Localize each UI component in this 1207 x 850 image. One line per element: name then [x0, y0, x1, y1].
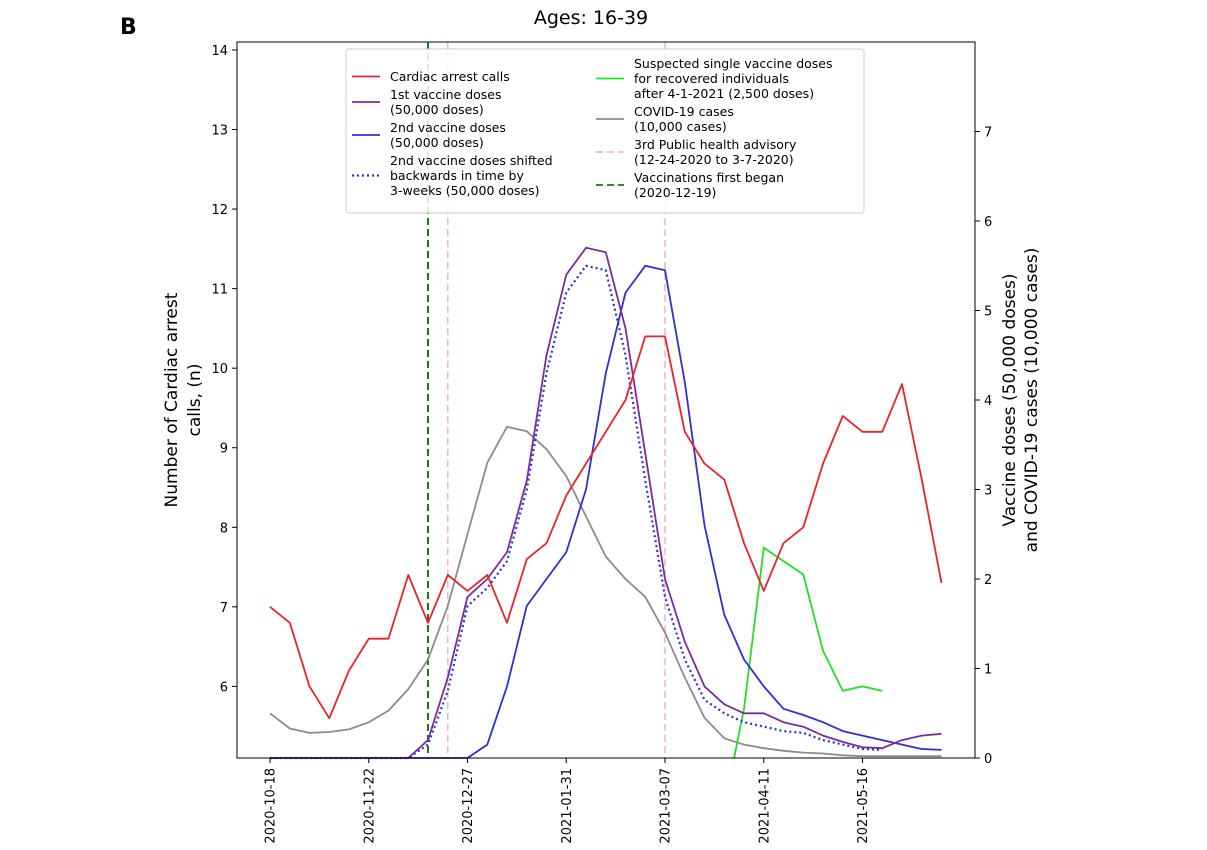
left-tick-label-7: 13 [211, 124, 228, 139]
legend-label-3-2: 3-weeks (50,000 doses) [390, 183, 540, 198]
panel-label: B [120, 15, 137, 40]
right-tick-label-5: 5 [984, 305, 992, 320]
chart-title: Ages: 16-39 [534, 7, 648, 29]
series-line-1 [270, 246, 942, 759]
left-tick-label-1: 7 [220, 601, 228, 616]
left-y-axis-label: Number of Cardiac arrest calls, (n) [162, 292, 205, 507]
legend-label-3-1: backwards in time by [390, 168, 524, 183]
legend-label-7-0: Vaccinations first began [634, 170, 784, 185]
right-y-label-line-0: Vaccine doses (50,000 doses) [1000, 273, 1020, 526]
x-tick-label-0: 2020-10-18 [264, 768, 279, 844]
right-y-axis: 0 1 2 3 4 5 6 7 [975, 126, 992, 767]
right-tick-label-1: 1 [984, 663, 992, 678]
left-tick-label-6: 12 [211, 203, 228, 218]
legend-label-4-2: after 4-1-2021 (2,500 doses) [634, 86, 814, 101]
x-tick-label-5: 2021-04-11 [757, 768, 772, 844]
series-line-5 [269, 425, 942, 758]
right-y-axis-label: Vaccine doses (50,000 doses) and COVID-19… [1000, 248, 1042, 553]
x-axis: 2020-10-18 2020-11-22 2020-12-27 2021-01-31… [264, 758, 871, 844]
series-line-4 [733, 546, 883, 759]
x-tick-label-3: 2021-01-31 [560, 768, 575, 844]
x-tick-label-2: 2020-12-27 [461, 768, 476, 844]
right-tick-label-4: 4 [984, 394, 992, 409]
legend-label-0-0: Cardiac arrest calls [390, 69, 510, 84]
left-tick-label-0: 6 [220, 680, 228, 695]
legend-label-6-1: (12-24-2020 to 3-7-2020) [634, 152, 794, 167]
legend-label-7-1: (2020-12-19) [634, 185, 716, 200]
left-y-axis: 6 7 8 9 10 11 12 13 14 [211, 44, 237, 695]
series-line-0 [269, 335, 943, 720]
legend-label-3-0: 2nd vaccine doses shifted [390, 153, 553, 168]
right-tick-label-2: 2 [984, 573, 992, 588]
x-tick-label-4: 2021-03-07 [659, 768, 674, 844]
left-y-label-line-0: Number of Cardiac arrest [162, 292, 182, 507]
legend-label-4-0: Suspected single vaccine doses [634, 56, 833, 71]
left-tick-label-2: 8 [220, 521, 228, 536]
right-tick-label-6: 6 [984, 215, 992, 230]
left-tick-label-5: 11 [211, 283, 228, 298]
right-tick-label-3: 3 [984, 484, 992, 499]
legend-label-2-1: (50,000 doses) [390, 135, 484, 150]
x-tick-label-1: 2020-11-22 [362, 768, 377, 844]
right-y-label-line-1: and COVID-19 cases (10,000 cases) [1022, 248, 1042, 553]
legend-label-5-1: (10,000 cases) [634, 119, 727, 134]
left-tick-label-4: 10 [211, 362, 228, 377]
series-line-3 [270, 264, 883, 760]
left-tick-label-3: 9 [220, 442, 228, 457]
legend-label-1-0: 1st vaccine doses [390, 87, 502, 102]
right-tick-label-7: 7 [984, 126, 992, 141]
x-tick-label-6: 2021-05-16 [856, 768, 871, 844]
series-line-2 [270, 264, 942, 759]
legend-label-2-0: 2nd vaccine doses [390, 120, 506, 135]
left-tick-label-8: 14 [211, 44, 228, 59]
right-tick-label-0: 0 [984, 752, 992, 767]
left-y-label-line-1: calls, (n) [185, 364, 205, 437]
legend-label-1-1: (50,000 doses) [390, 102, 484, 117]
legend-label-6-0: 3rd Public health advisory [634, 137, 797, 152]
legend-box [345, 48, 865, 214]
legend-label-5-0: COVID-19 cases [634, 104, 734, 119]
legend-label-4-1: for recovered individuals [634, 71, 789, 86]
